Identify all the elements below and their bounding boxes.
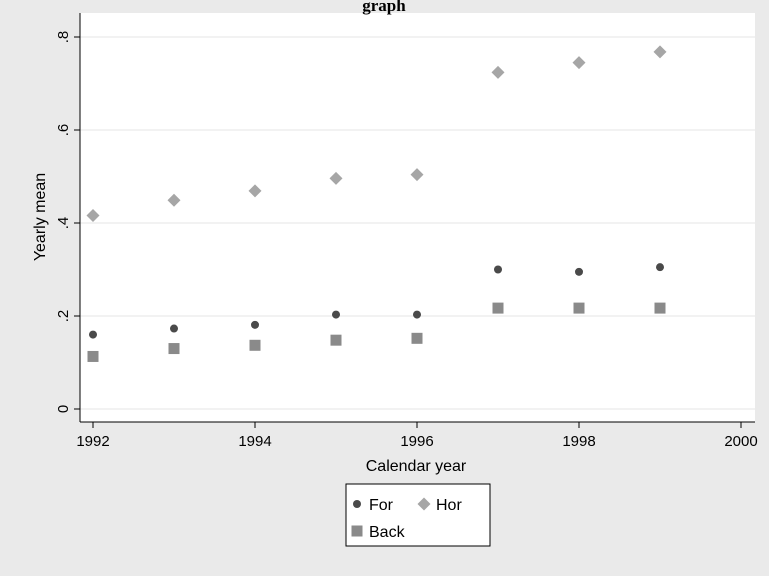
point-back	[249, 339, 261, 351]
point-back	[654, 302, 666, 314]
point-hor	[410, 168, 424, 182]
point-for	[575, 267, 583, 276]
legend-items: For Hor Back	[351, 497, 462, 541]
x-tick-label: 1996	[400, 433, 433, 450]
series-hor	[86, 45, 667, 223]
legend-label-for: For	[369, 497, 394, 514]
legend-marker-back	[351, 525, 363, 537]
axis-ticks: 0 .2 .4 .6 .8 1992 1994 1996 1998 2000	[55, 31, 758, 450]
point-for	[656, 263, 664, 272]
y-tick-label: .8	[55, 31, 72, 44]
x-axis-label: Calendar year	[366, 458, 467, 475]
gridlines	[80, 36, 755, 410]
point-for	[494, 265, 502, 274]
legend-marker-hor	[417, 497, 431, 511]
series-for	[89, 263, 664, 339]
legend-label-hor: Hor	[436, 497, 462, 514]
plot-area	[80, 13, 755, 422]
x-tick-label: 1998	[562, 433, 595, 450]
x-tick-label: 1992	[76, 433, 109, 450]
legend: For Hor Back	[345, 483, 491, 547]
legend-label-back: Back	[369, 524, 406, 541]
point-hor	[653, 45, 667, 59]
point-back	[492, 302, 504, 314]
point-for	[251, 320, 259, 329]
point-for	[170, 324, 178, 333]
point-hor	[167, 193, 181, 207]
point-for	[89, 330, 97, 339]
legend-marker-for	[353, 500, 361, 508]
x-tick-label: 2000	[724, 433, 757, 450]
point-hor	[329, 171, 343, 185]
point-back	[330, 334, 342, 346]
point-hor	[491, 65, 505, 79]
y-axis-label: Yearly mean	[32, 173, 49, 261]
x-tick-label: 1994	[238, 433, 271, 450]
point-back	[87, 350, 99, 362]
chart-title: graph	[362, 0, 406, 15]
point-hor	[572, 56, 586, 70]
point-hor	[248, 184, 262, 198]
y-tick-label: .2	[55, 310, 72, 323]
point-back	[411, 332, 423, 344]
point-for	[413, 310, 421, 319]
y-tick-label: 0	[55, 405, 72, 413]
data-points	[86, 45, 667, 362]
point-hor	[86, 209, 100, 223]
point-for	[332, 310, 340, 319]
point-back	[168, 343, 180, 355]
point-back	[573, 302, 585, 314]
legend-box	[345, 483, 491, 547]
series-back	[87, 302, 666, 362]
y-tick-label: .6	[55, 124, 72, 137]
y-tick-label: .4	[55, 217, 72, 230]
